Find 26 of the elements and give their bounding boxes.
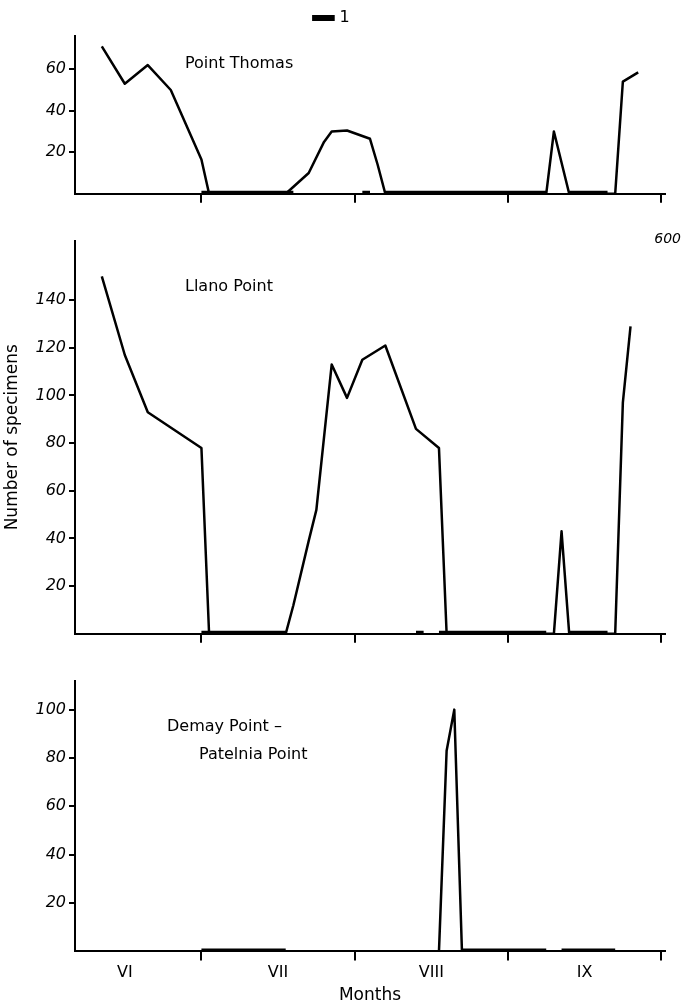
y-tick-label: 20 (45, 892, 66, 912)
y-tick-label: 100 (35, 384, 66, 404)
y-tick-label: 60 (45, 479, 66, 499)
x-axis-title: Months (338, 984, 402, 1005)
text: Point Thomas (185, 53, 294, 73)
annotation: 600 (654, 229, 682, 246)
x-tick-label: IX (576, 962, 593, 982)
y-tick-label: 80 (45, 747, 66, 767)
y-tick-label: 40 (45, 99, 66, 119)
y-tick-label: 120 (35, 336, 66, 356)
x-tick-label: VIII (418, 962, 444, 982)
y-tick-label: 100 (35, 698, 66, 718)
y-tick-label: 40 (45, 843, 66, 863)
legend-label: 1 (339, 7, 350, 27)
y-tick-label: 20 (45, 141, 66, 161)
y-tick-label: 80 (45, 432, 66, 452)
y-tick-label: 60 (45, 795, 66, 815)
x-tick-label: VII (267, 962, 289, 982)
y-tick-label: 40 (45, 527, 66, 547)
text: Demay Point – Patelnia Point (167, 715, 308, 763)
y-tick-label: 140 (35, 289, 66, 309)
y-tick-label: 60 (45, 58, 66, 78)
x-tick-label: VI (116, 962, 133, 982)
y-tick-label: 20 (45, 575, 66, 595)
y-axis-title: Number of specimens (0, 343, 21, 531)
text: Llano Point (185, 275, 273, 295)
